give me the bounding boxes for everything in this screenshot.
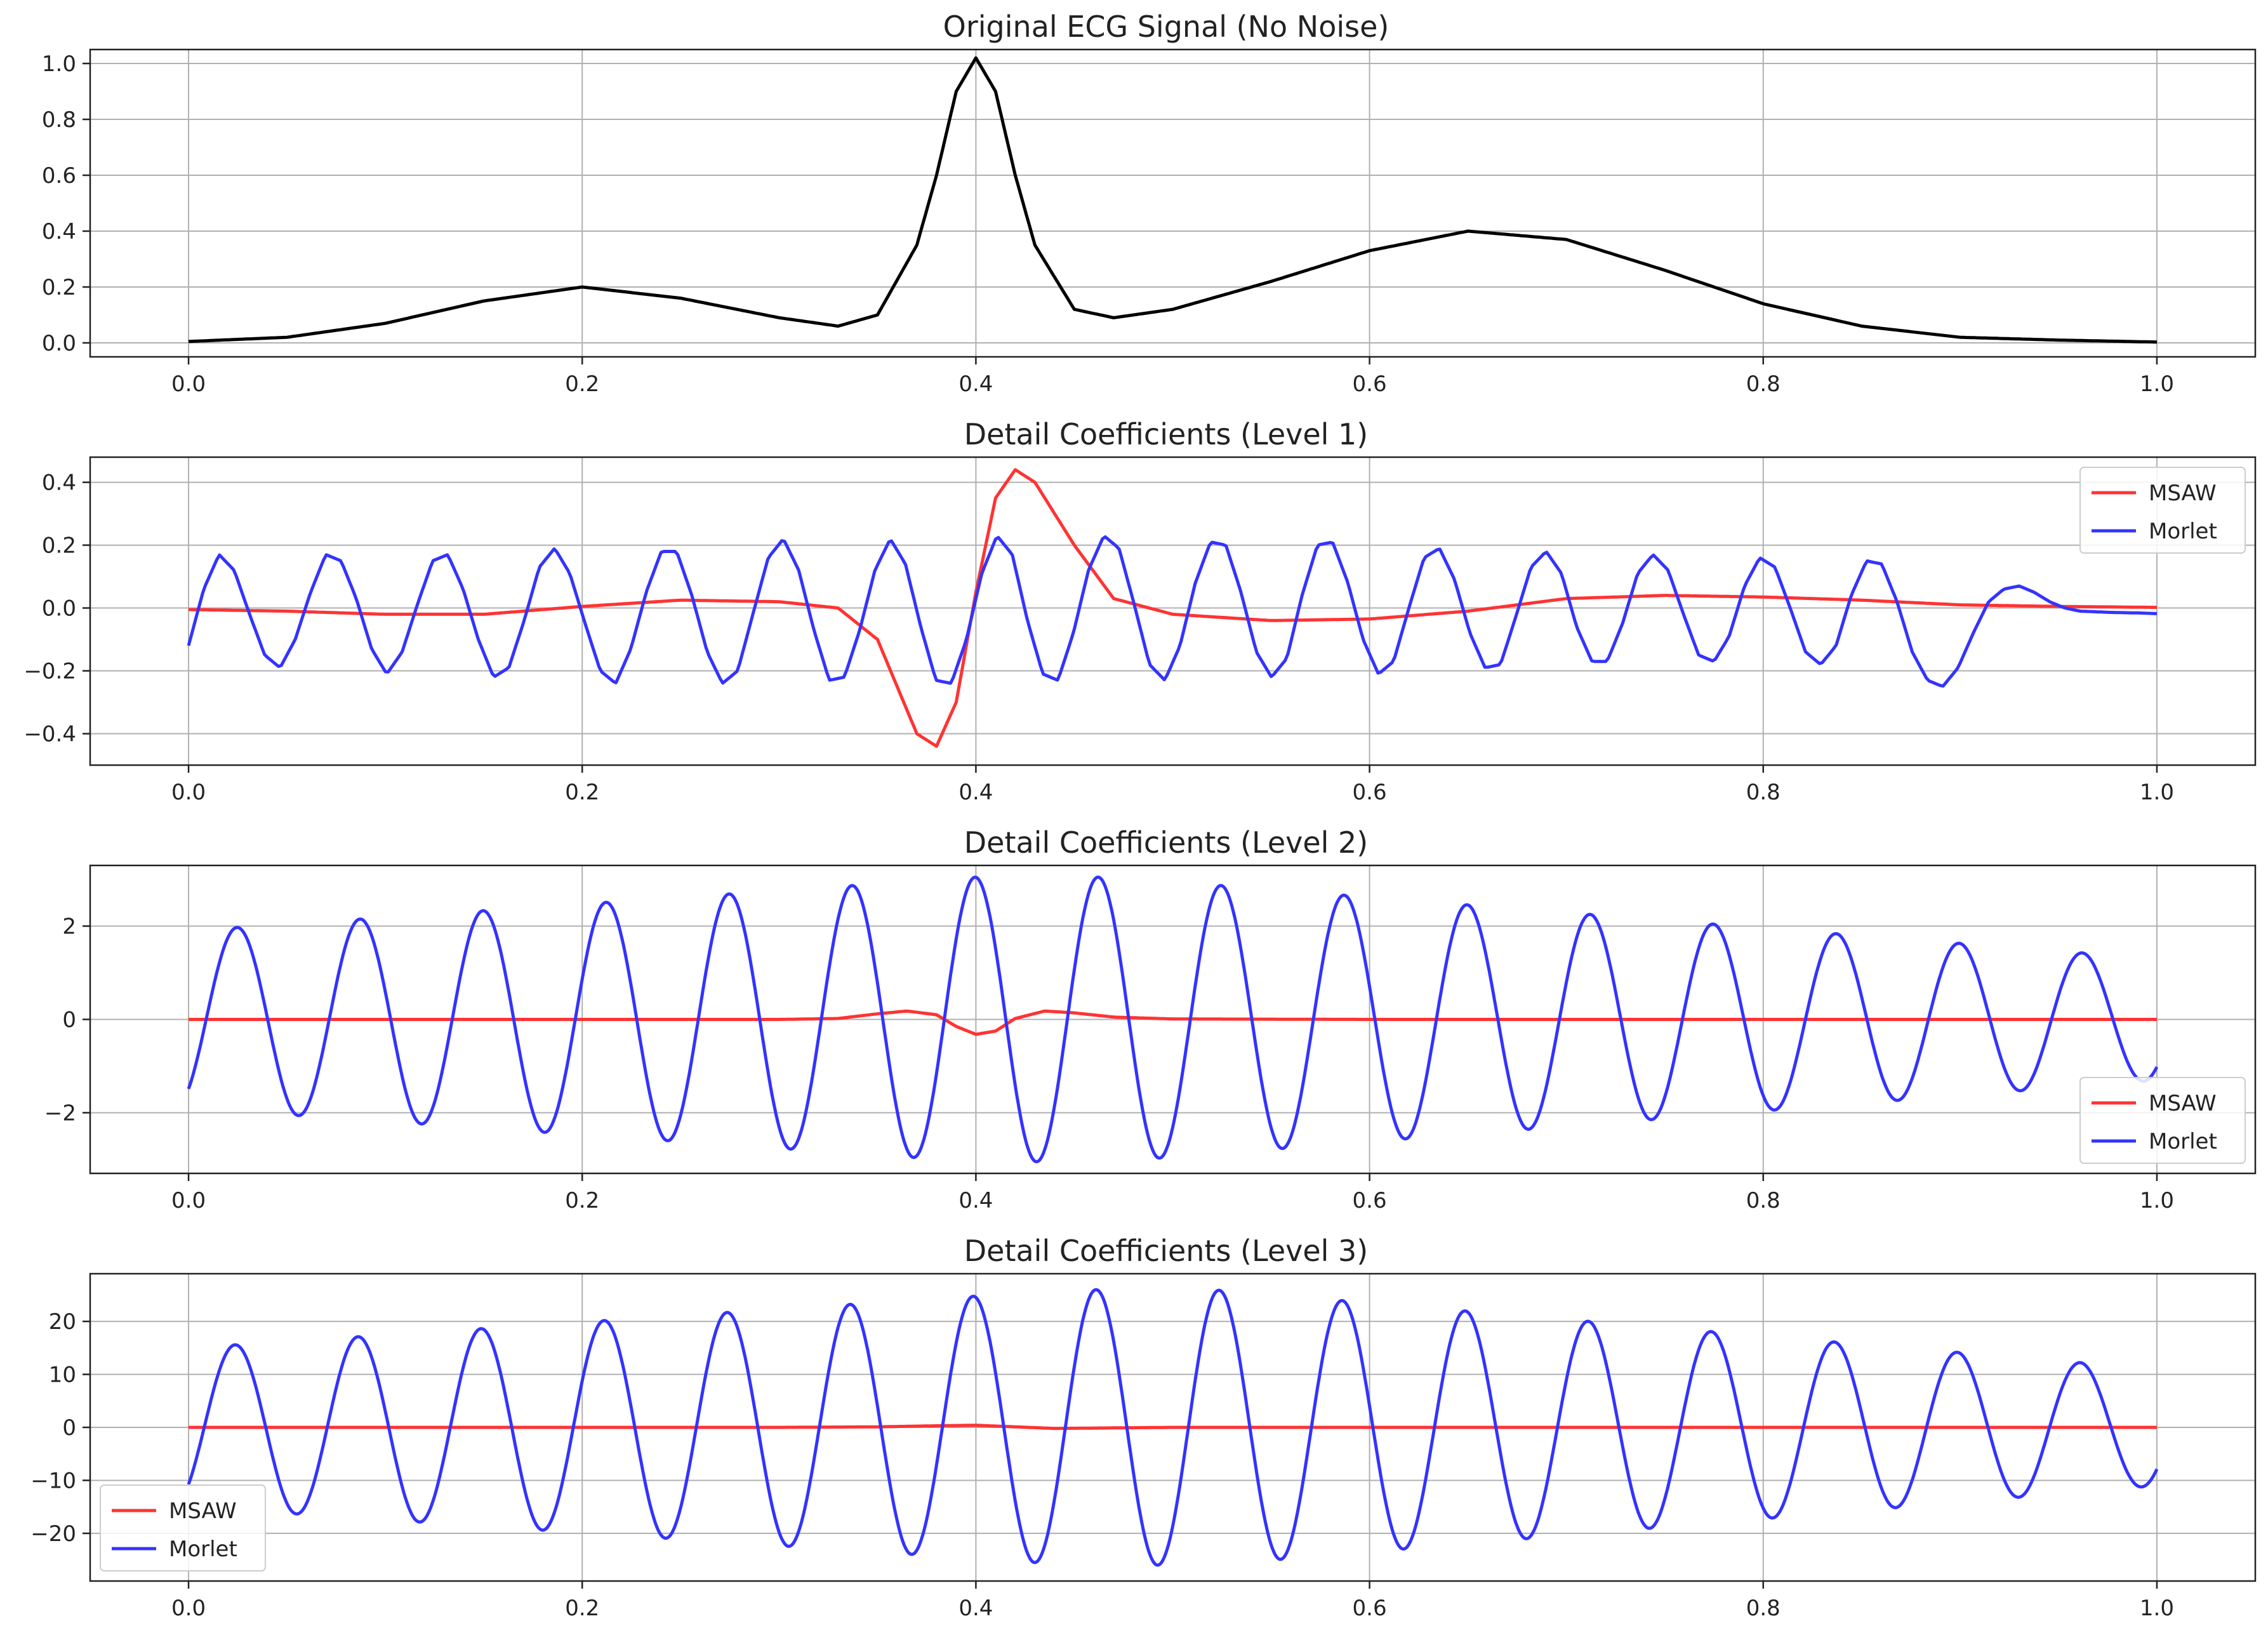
y-tick-label: 1.0 — [42, 51, 76, 77]
y-tick-label: 0.2 — [42, 275, 76, 300]
y-tick-label: 0.8 — [42, 107, 76, 133]
x-tick-label: 0.6 — [1353, 780, 1387, 805]
x-tick-label: 0.2 — [565, 1596, 599, 1621]
legend: MSAW Morlet — [2079, 1077, 2246, 1164]
y-tick-label: 2 — [62, 914, 76, 940]
legend-label-morlet: Morlet — [2149, 1129, 2217, 1154]
x-tick-label: 0.4 — [958, 371, 993, 397]
x-tick-label: 0.6 — [1353, 1596, 1387, 1621]
x-tick-label: 0.0 — [171, 1188, 206, 1213]
legend-label-msaw: MSAW — [2149, 481, 2217, 506]
x-tick-label: 1.0 — [2140, 1596, 2174, 1621]
axes-frame — [89, 456, 2257, 766]
panel-level-1: 0.0 0.2 0.4 0.6 0.8 1.0−0.4−0.20.00.20.4 MSAWM… — [23, 456, 2257, 805]
panel-1-title: Original ECG Signal (No Noise) — [943, 10, 1389, 44]
y-tick-label: −20 — [30, 1521, 76, 1547]
x-tick-label: 0.0 — [171, 780, 206, 805]
legend: MSAW Morlet — [2079, 467, 2246, 554]
y-tick-label: 0 — [62, 1008, 76, 1033]
legend-label-morlet: Morlet — [2149, 519, 2217, 544]
panel-2-title: Detail Coefficients (Level 1) — [964, 417, 1369, 451]
y-tick-label: 0.0 — [42, 596, 76, 622]
y-tick-label: −10 — [30, 1468, 76, 1493]
x-tick-label: 0.4 — [958, 1188, 993, 1213]
axes-frame — [89, 48, 2257, 358]
series-morlet-line — [187, 1288, 2159, 1567]
panel-level-2: 0.0 0.2 0.4 0.6 0.8 1.0 −2 0 2 MSAW Morlet — [44, 864, 2257, 1213]
legend-label-morlet: Morlet — [169, 1537, 237, 1562]
x-tick-label: 0.0 — [171, 1596, 206, 1621]
y-tick-label: 0.6 — [42, 163, 76, 189]
y-tick-label: −0.2 — [23, 659, 76, 684]
legend: MSAW Morlet — [100, 1485, 266, 1572]
x-tick-label: 0.2 — [565, 371, 599, 397]
y-tick-label: −0.4 — [23, 722, 76, 747]
panel-3-title: Detail Coefficients (Level 2) — [964, 825, 1369, 860]
x-tick-label: 0.6 — [1353, 371, 1387, 397]
x-tick-label: 0.0 — [171, 371, 206, 397]
y-tick-label: 0.4 — [42, 470, 76, 496]
y-tick-label: 0.0 — [42, 331, 76, 356]
x-tick-label: 1.0 — [2140, 780, 2174, 805]
series-msaw-line — [188, 468, 2158, 748]
x-tick-label: 1.0 — [2140, 1188, 2174, 1213]
panel-ecg-signal: 0.0 0.2 0.4 0.6 0.8 1.0 0.0 0.2 0.4 0.6 0.8 1.0 — [42, 48, 2257, 397]
x-tick-label: 0.4 — [958, 780, 993, 805]
panel-level-3: 0.0 0.2 0.4 0.6 0.8 1.0 −20 −10 0 10 20 MSAW Morlet — [30, 1272, 2257, 1621]
y-tick-label: 0 — [62, 1415, 76, 1441]
x-tick-label: 0.2 — [565, 780, 599, 805]
series-msaw-line — [189, 1009, 2157, 1036]
x-tick-label: 0.8 — [1746, 1596, 1781, 1621]
signal-line — [188, 56, 2158, 344]
x-tick-label: 0.8 — [1746, 371, 1781, 397]
y-tick-label: −2 — [44, 1100, 76, 1126]
series-msaw-line — [189, 1424, 2157, 1431]
y-tick-label: 20 — [49, 1309, 76, 1335]
x-tick-label: 0.6 — [1353, 1188, 1387, 1213]
legend-label-msaw: MSAW — [169, 1498, 237, 1524]
x-tick-label: 0.8 — [1746, 1188, 1781, 1213]
legend-label-msaw: MSAW — [2149, 1091, 2217, 1116]
x-tick-label: 0.4 — [958, 1596, 993, 1621]
y-tick-label: 0.4 — [42, 219, 76, 244]
y-tick-label: 0.2 — [42, 533, 76, 559]
y-tick-label: 10 — [49, 1363, 76, 1388]
x-tick-label: 1.0 — [2140, 371, 2174, 397]
panel-4-title: Detail Coefficients (Level 3) — [964, 1234, 1369, 1268]
series-morlet-line — [187, 875, 2159, 1164]
series-morlet-line — [187, 535, 2158, 688]
x-tick-label: 0.8 — [1746, 780, 1781, 805]
x-tick-label: 0.2 — [565, 1188, 599, 1213]
